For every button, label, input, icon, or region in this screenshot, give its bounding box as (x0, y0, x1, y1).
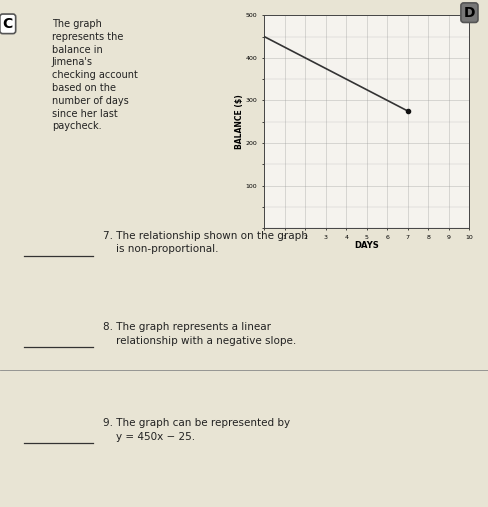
X-axis label: DAYS: DAYS (354, 241, 378, 250)
Text: C: C (2, 17, 13, 31)
Text: 9. The graph can be represented by
    y = 450x − 25.: 9. The graph can be represented by y = 4… (102, 418, 289, 442)
Y-axis label: BALANCE ($): BALANCE ($) (235, 94, 244, 149)
Text: 7. The relationship shown on the graph
    is non-proportional.: 7. The relationship shown on the graph i… (102, 231, 307, 255)
Text: D: D (463, 6, 474, 20)
Text: The graph
represents the
balance in
Jimena's
checking account
based on the
numbe: The graph represents the balance in Jime… (52, 19, 138, 131)
Text: 8. The graph represents a linear
    relationship with a negative slope.: 8. The graph represents a linear relatio… (102, 322, 295, 346)
